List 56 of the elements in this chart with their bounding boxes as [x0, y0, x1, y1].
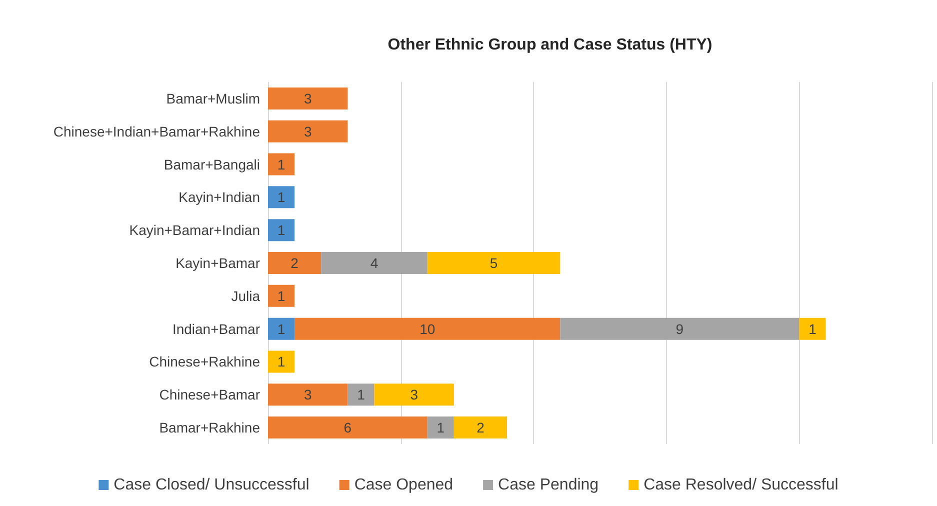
data-label: 1 [277, 222, 286, 238]
data-label: 2 [290, 255, 299, 271]
bar [268, 186, 295, 208]
bar [268, 416, 428, 439]
y-tick-label: Kayin+Bamar+Indian [129, 222, 260, 238]
data-label: 1 [277, 320, 286, 337]
bar [268, 384, 348, 406]
data-label: 1 [277, 156, 286, 172]
y-tick-label: Julia [231, 288, 260, 304]
y-tick-label: Chinese+Rakhine [149, 354, 260, 370]
data-label: 2 [476, 420, 485, 436]
y-tick-label: Indian+Bamar [172, 320, 260, 337]
bar [268, 318, 295, 340]
data-label: 3 [410, 386, 418, 403]
legend-label: Case Closed/ Unsuccessful [114, 476, 310, 494]
y-tick-label: Kayin+Indian [178, 189, 260, 206]
bar [560, 318, 800, 340]
data-label: 10 [420, 320, 436, 337]
data-label: 4 [370, 255, 378, 271]
data-label: 5 [490, 255, 498, 271]
data-label: 1 [436, 420, 445, 436]
bar [268, 153, 295, 176]
data-label: 3 [304, 90, 312, 106]
bar [268, 350, 295, 373]
bar [427, 252, 560, 274]
y-tick-label: Kayin+Bamar [176, 255, 260, 271]
data-label: 1 [277, 189, 286, 206]
legend-label: Case Opened [354, 476, 454, 494]
data-label: 1 [277, 354, 286, 370]
data-label: 3 [304, 386, 312, 403]
bar [294, 318, 560, 340]
bar [348, 384, 374, 406]
bar [268, 120, 348, 142]
bar [321, 252, 428, 274]
bar [427, 416, 454, 439]
y-tick-label: Chinese+Bamar [159, 386, 260, 403]
legend-label: Case Resolved/ Successful [644, 476, 838, 494]
chart-title: Other Ethnic Group and Case Status (HTY) [388, 36, 712, 54]
data-label: 1 [357, 386, 366, 403]
y-tick-label: Bamar+Muslim [166, 90, 260, 106]
data-label: 9 [676, 320, 684, 337]
data-label: 3 [304, 123, 312, 140]
data-label: 1 [277, 288, 286, 304]
y-tick-label: Bamar+Bangali [164, 156, 260, 172]
data-label: 1 [808, 320, 817, 337]
y-tick-label: Bamar+Rakhine [159, 420, 260, 436]
bar [454, 416, 508, 439]
y-tick-label: Chinese+Indian+Bamar+Rakhine [53, 123, 260, 140]
bar [268, 284, 295, 307]
bar [374, 384, 454, 406]
legend-label: Case Pending [498, 476, 599, 494]
bar [268, 87, 348, 110]
bar [268, 219, 295, 242]
data-label: 6 [344, 420, 352, 436]
bar [268, 252, 322, 274]
bar [799, 318, 826, 340]
